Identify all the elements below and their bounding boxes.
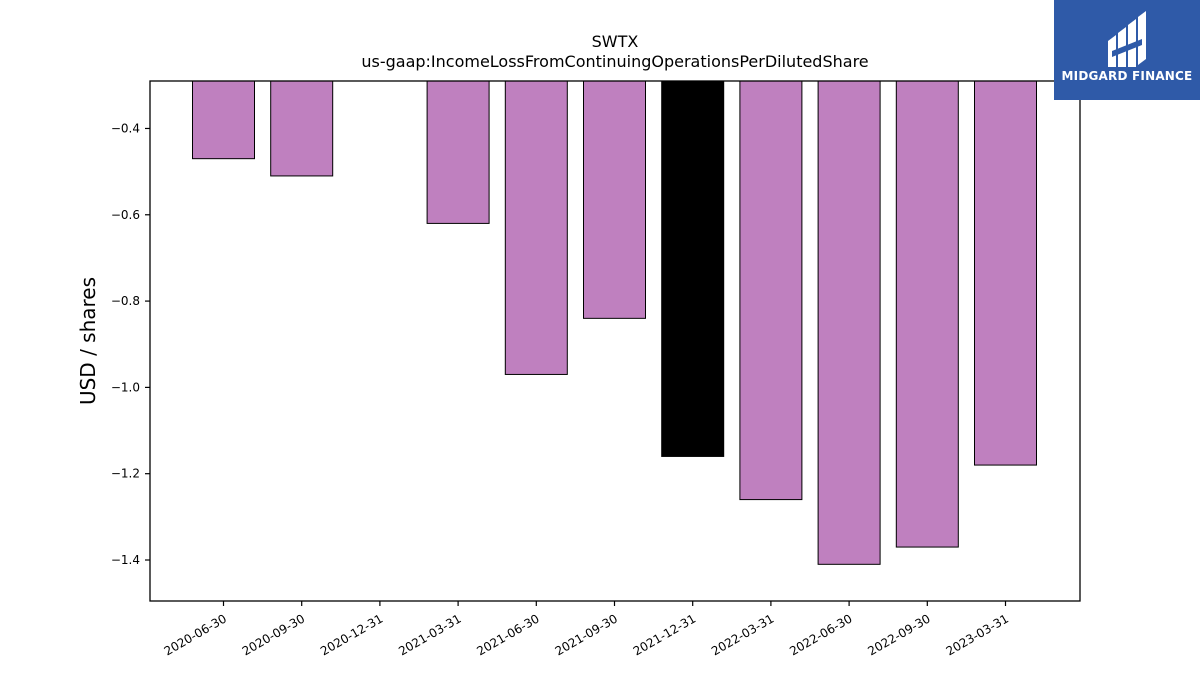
y-tick-label: −0.8 [111,294,140,308]
x-tick-label: 2022-09-30 [865,611,932,658]
bar [426,80,490,224]
x-tick-label: 2020-12-31 [318,611,385,658]
brand-logo: MIDGARD FINANCE [1054,0,1200,100]
y-tick-label: −1.4 [111,553,140,567]
x-tick-label: 2022-06-30 [787,611,854,658]
y-tick-label: −0.6 [111,208,140,222]
y-tick-label: −1.0 [111,380,140,394]
x-tick-label: 2023-03-31 [944,611,1011,658]
bar [270,80,334,177]
y-tick-label: −1.2 [111,467,140,481]
chart-subtitle: us-gaap:IncomeLossFromContinuingOperatio… [361,52,869,71]
x-tick-label: 2021-12-31 [631,611,698,658]
x-tick-label: 2020-09-30 [240,611,307,658]
y-axis-label: USD / shares [76,276,100,406]
x-tick-label: 2021-06-30 [474,611,541,658]
bar [974,80,1037,466]
bar [192,80,255,160]
bar [583,80,646,319]
logo-mark-icon [1108,11,1146,67]
bar [739,80,803,501]
bar [661,80,725,457]
x-tick-label: 2022-03-31 [709,611,776,658]
x-tick-label: 2021-03-31 [396,611,463,658]
chart-title: SWTX [591,32,639,51]
logo-text: MIDGARD FINANCE [1061,69,1193,83]
bar [817,80,881,565]
y-tick-label: −0.4 [111,121,140,135]
bar [895,80,959,548]
bar [504,80,568,375]
x-tick-label: 2021-09-30 [553,611,620,658]
x-tick-label: 2020-06-30 [162,611,229,658]
